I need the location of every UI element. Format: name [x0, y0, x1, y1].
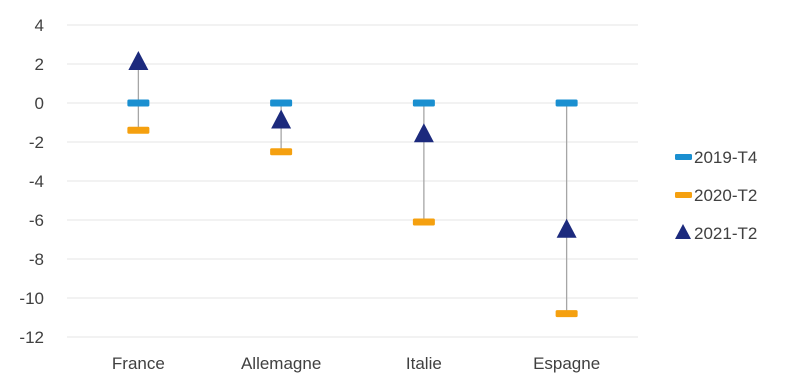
marker-2020-t2-italie [412, 218, 435, 226]
legend-label: 2021-T2 [694, 224, 757, 243]
marker-2021-t2-allemagne [271, 109, 292, 129]
marker-2020-t2-espagne [555, 310, 578, 318]
marker-2019-t4-italie [412, 99, 435, 107]
legend-symbol [675, 224, 691, 239]
y-tick-label: -6 [29, 211, 44, 230]
legend-label: 2019-T4 [694, 148, 757, 167]
marker-2019-t4-espagne [555, 99, 578, 107]
y-tick-label: -2 [29, 133, 44, 152]
y-tick-label: 0 [35, 94, 44, 113]
x-tick-label: France [112, 354, 165, 373]
legend-label: 2020-T2 [694, 186, 757, 205]
marker-2019-t4-allemagne [270, 99, 293, 107]
marker-2019-t4-france [127, 99, 150, 107]
y-tick-label: -10 [19, 289, 44, 308]
y-tick-label: 4 [35, 16, 44, 35]
marker-2021-t2-france [128, 51, 149, 71]
marker-2021-t2-italie [413, 123, 434, 143]
y-tick-label: -4 [29, 172, 44, 191]
y-tick-label: 2 [35, 55, 44, 74]
y-tick-label: -12 [19, 328, 44, 347]
x-tick-label: Espagne [533, 354, 600, 373]
marker-2020-t2-allemagne [270, 148, 293, 156]
marker-2021-t2-espagne [556, 218, 577, 238]
legend-symbol [675, 192, 692, 198]
x-tick-label: Allemagne [241, 354, 321, 373]
y-tick-label: -8 [29, 250, 44, 269]
x-tick-label: Italie [406, 354, 442, 373]
legend-symbol [675, 154, 692, 160]
marker-2020-t2-france [127, 126, 150, 134]
